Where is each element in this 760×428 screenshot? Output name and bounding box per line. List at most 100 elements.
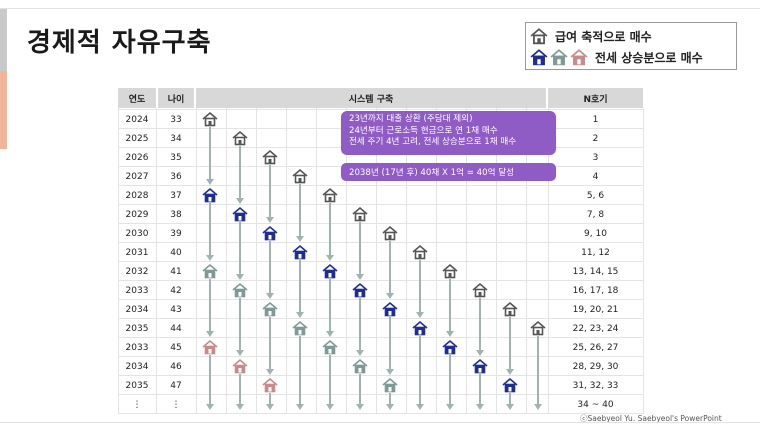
down-arrow-icon — [236, 222, 244, 280]
row-divider — [118, 337, 643, 338]
cell-age: 46 — [170, 361, 182, 372]
down-arrow-icon — [446, 279, 454, 337]
down-arrow-icon — [506, 393, 514, 410]
cell-age: 42 — [170, 285, 182, 296]
house-navy-icon — [382, 301, 398, 317]
down-arrow-icon — [296, 260, 304, 318]
down-arrow-icon — [356, 222, 364, 280]
row-divider — [118, 413, 643, 414]
house-pink-icon — [202, 339, 218, 355]
cell-year: 2029 — [125, 209, 149, 220]
down-arrow-icon — [326, 203, 334, 261]
down-arrow-icon — [206, 203, 214, 261]
house-outline-icon — [530, 320, 546, 336]
house-pink-icon — [570, 48, 588, 66]
down-arrow-icon — [206, 127, 214, 185]
column-divider — [156, 108, 157, 414]
house-navy-icon — [322, 263, 338, 279]
cell-year: 2028 — [125, 190, 149, 201]
down-arrow-icon — [386, 241, 394, 299]
cell-age: 44 — [170, 323, 182, 334]
column-divider — [496, 108, 497, 414]
header-age: 나이 — [158, 88, 194, 108]
cell-age: 47 — [170, 380, 182, 391]
house-outline-icon — [502, 301, 518, 317]
house-outline-icon — [382, 225, 398, 241]
callout-plan-line1: 23년까지 대출 상환 (주담대 제외) — [349, 114, 473, 124]
row-divider — [118, 185, 643, 186]
house-outline-icon — [262, 149, 278, 165]
house-outline-icon — [412, 244, 428, 260]
house-outline-icon — [530, 27, 548, 45]
system-table: 연도 나이 시스템 구축 N호기 2024 33 1 2025 34 2 2026 35 3 20… — [118, 88, 644, 418]
down-arrow-icon — [326, 279, 334, 337]
row-divider — [118, 242, 643, 243]
cell-age: 38 — [170, 209, 182, 220]
down-arrow-icon — [386, 393, 394, 410]
cell-n: 22, 23, 24 — [572, 323, 619, 334]
down-arrow-icon — [236, 146, 244, 204]
row-divider — [118, 261, 643, 262]
cell-n: 1 — [592, 114, 599, 125]
callout-goal: 2038년 (17년 후) 40채 X 1억 = 40억 달성 — [341, 163, 556, 181]
cell-age: 35 — [170, 152, 182, 163]
house-outline-icon — [442, 263, 458, 279]
house-navy-icon — [292, 244, 308, 260]
down-arrow-icon — [206, 355, 214, 410]
cell-n: 13, 14, 15 — [572, 266, 619, 277]
down-arrow-icon — [266, 393, 274, 410]
cell-year: 2031 — [125, 247, 149, 258]
header-n: N호기 — [548, 88, 643, 108]
row-divider — [118, 375, 643, 376]
row-divider — [118, 109, 643, 110]
house-teal-icon — [262, 301, 278, 317]
cell-age: 39 — [170, 228, 182, 239]
down-arrow-icon — [326, 355, 334, 410]
cell-year: ⋮ — [132, 399, 142, 410]
legend: 급여 축적으로 매수 전세 상승분으로 매수 — [525, 22, 737, 70]
legend-row-salary: 급여 축적으로 매수 — [530, 26, 652, 46]
house-teal-icon — [352, 358, 368, 374]
copyright-footer: ⓒSaebyeol Yu. Saebyeol's PowerPoint — [580, 414, 722, 423]
cell-n: 25, 26, 27 — [572, 342, 619, 353]
column-divider — [466, 108, 467, 414]
callout-plan: 23년까지 대출 상환 (주담대 제외) 24년부터 근로소득 현금으로 연 1… — [341, 111, 556, 155]
row-divider — [118, 356, 643, 357]
house-navy-icon — [530, 48, 548, 66]
house-outline-icon — [292, 168, 308, 184]
row-divider — [118, 280, 643, 281]
down-arrow-icon — [236, 298, 244, 356]
house-navy-icon — [352, 282, 368, 298]
house-teal-icon — [322, 339, 338, 355]
cell-year: 2034 — [125, 304, 149, 315]
cell-n: 7, 8 — [586, 209, 605, 220]
column-divider — [548, 108, 549, 414]
cell-age: 40 — [170, 247, 182, 258]
cell-year: 2024 — [125, 114, 149, 125]
down-arrow-icon — [476, 298, 484, 356]
house-navy-icon — [442, 339, 458, 355]
cell-age: 37 — [170, 190, 182, 201]
cell-n: 2 — [592, 133, 599, 144]
down-arrow-icon — [506, 317, 514, 375]
down-arrow-icon — [534, 336, 542, 410]
cell-n: 19, 20, 21 — [572, 304, 619, 315]
cell-n: 11, 12 — [581, 247, 610, 258]
down-arrow-icon — [266, 165, 274, 223]
column-divider — [118, 108, 119, 414]
column-divider — [376, 108, 377, 414]
down-arrow-icon — [206, 279, 214, 337]
column-divider — [643, 108, 644, 414]
top-rule — [0, 8, 760, 9]
house-navy-icon — [502, 377, 518, 393]
cell-n: 5, 6 — [586, 190, 605, 201]
down-arrow-icon — [356, 298, 364, 356]
cell-year: 2030 — [125, 228, 149, 239]
row-divider — [118, 318, 643, 319]
cell-year: 2035 — [125, 323, 149, 334]
row-divider — [118, 204, 643, 205]
cell-age: 43 — [170, 304, 182, 315]
cell-n: 3 — [592, 152, 599, 163]
column-divider — [436, 108, 437, 414]
cell-year: 2035 — [125, 380, 149, 391]
